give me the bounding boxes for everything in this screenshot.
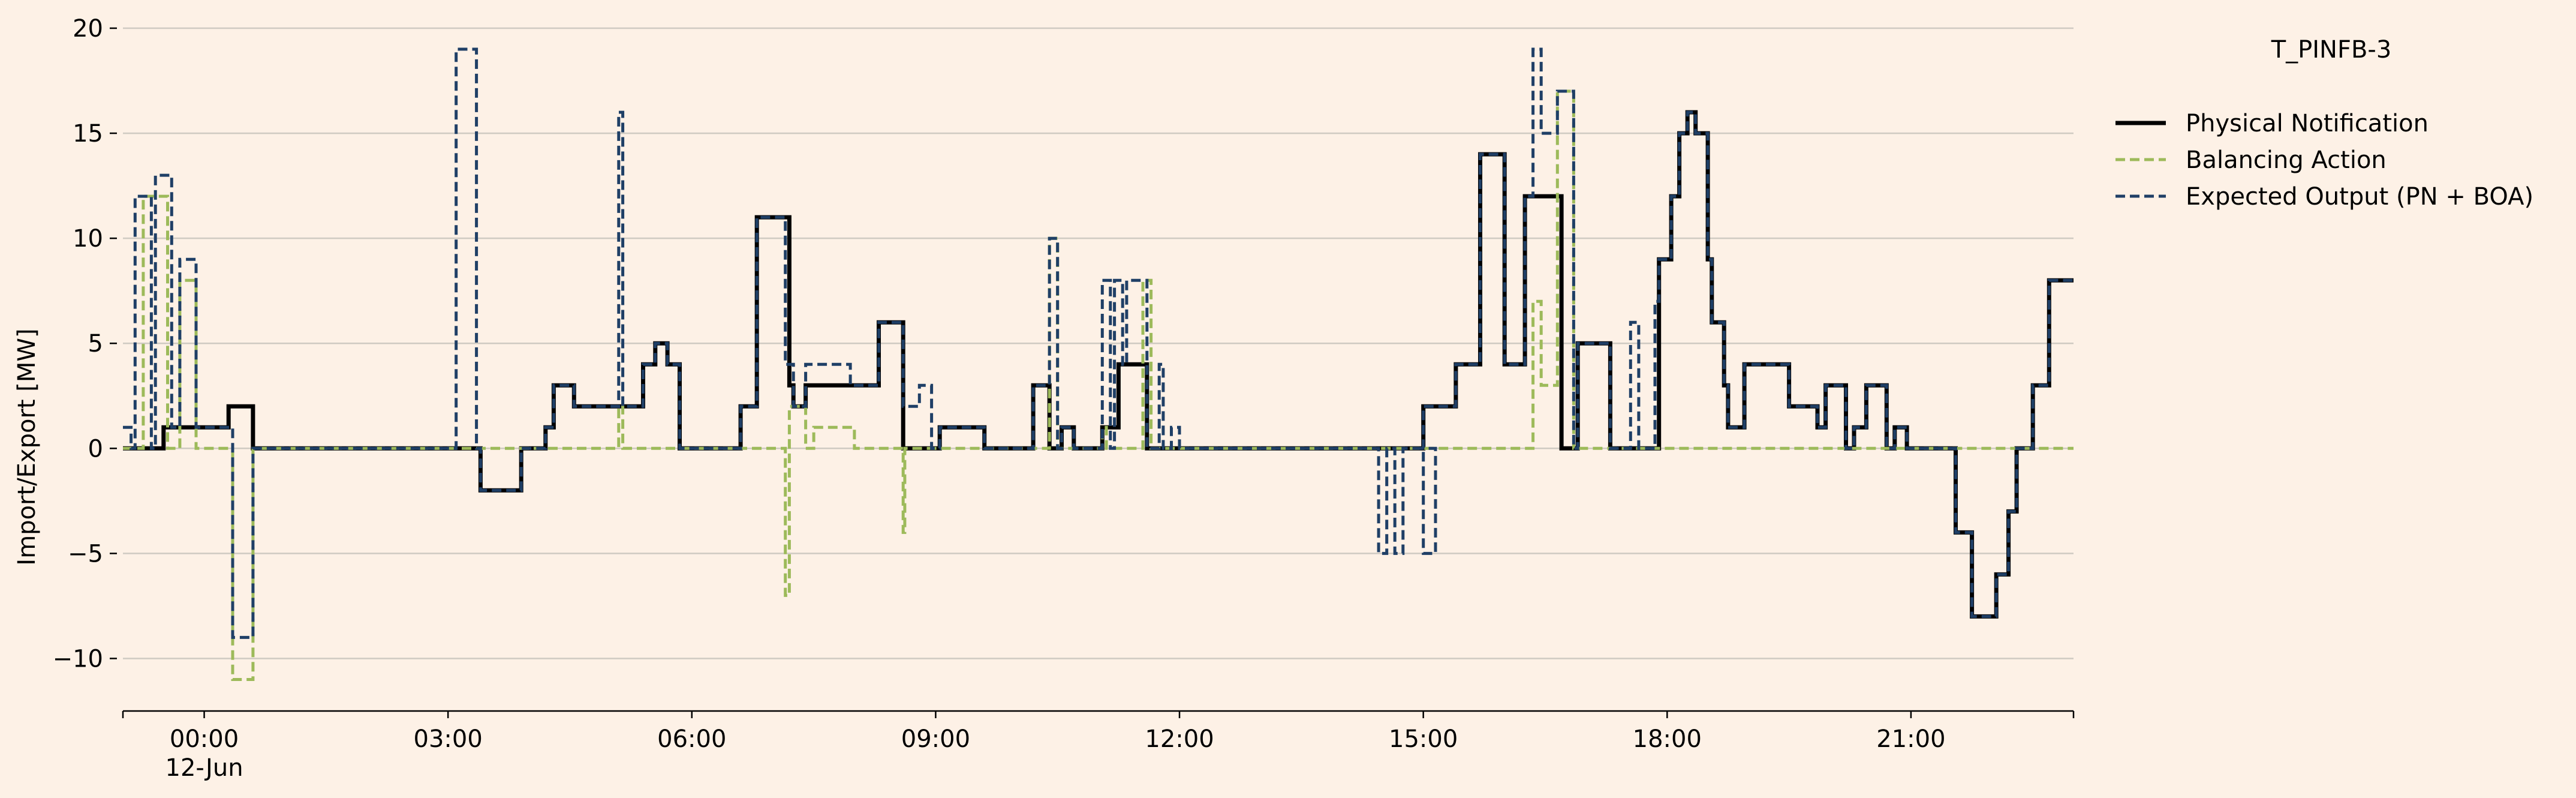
legend-label: Expected Output (PN + BOA) — [2186, 183, 2533, 211]
x-tick-label: 00:00 — [170, 725, 239, 753]
y-tick-label: 10 — [73, 225, 103, 253]
x-tick-label: 09:00 — [901, 725, 970, 753]
legend-label: Balancing Action — [2186, 146, 2387, 174]
y-tick-label: 0 — [88, 435, 103, 463]
x-tick-label: 15:00 — [1389, 725, 1458, 753]
series-lines — [123, 47, 2074, 681]
series-line-expected-output-pn-boa — [123, 47, 2074, 639]
x-tick-sublabel: 12-Jun — [165, 754, 243, 782]
x-tick-label: 21:00 — [1876, 725, 1945, 753]
y-tick-label: −10 — [53, 645, 103, 673]
legend: T_PINFB-3 Physical Notification Balancing… — [2115, 36, 2533, 211]
y-tick-label: −5 — [68, 540, 103, 568]
x-tick-label: 06:00 — [657, 725, 726, 753]
legend-title: T_PINFB-3 — [2271, 36, 2392, 64]
y-tick-label: 20 — [73, 15, 103, 43]
legend-label: Physical Notification — [2186, 110, 2428, 137]
grid-lines — [123, 27, 2074, 659]
y-tick-label: 15 — [73, 120, 103, 148]
series-line-balancing-action — [123, 89, 2074, 681]
y-tick-label: 5 — [88, 330, 103, 358]
x-tick-label: 03:00 — [414, 725, 483, 753]
y-axis-label: Import/Export [MW] — [13, 328, 41, 565]
x-tick-label: 18:00 — [1633, 725, 1702, 753]
x-tick-label: 12:00 — [1145, 725, 1214, 753]
